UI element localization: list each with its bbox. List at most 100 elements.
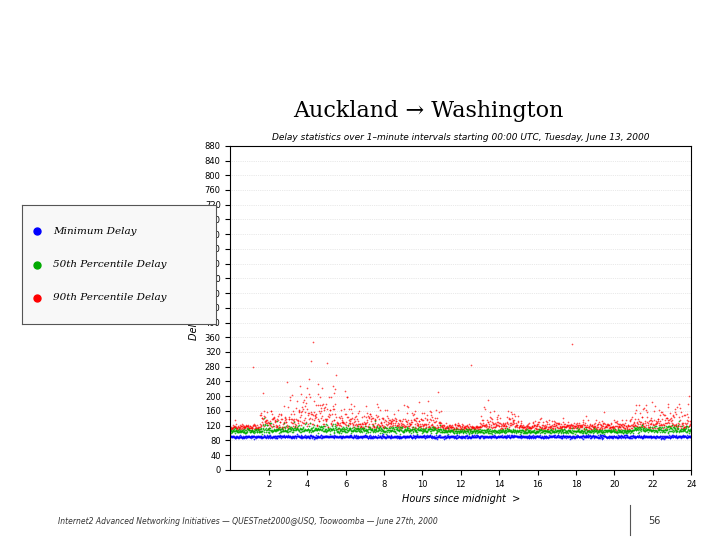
Point [248, 432, 260, 441]
Point [532, 431, 544, 440]
Point [338, 418, 349, 427]
Point [448, 424, 459, 433]
Point [660, 432, 672, 441]
Point [313, 417, 325, 426]
Point [600, 432, 611, 441]
Point [292, 422, 303, 431]
Point [265, 421, 276, 430]
Point [554, 432, 565, 441]
Point [459, 427, 471, 436]
Point [639, 422, 650, 430]
Point [252, 422, 264, 431]
Point [394, 427, 405, 435]
Point [282, 426, 293, 435]
Point [284, 427, 296, 436]
Point [365, 426, 377, 435]
Point [373, 420, 384, 429]
Point [662, 400, 674, 408]
Point [354, 426, 366, 434]
Point [261, 421, 272, 429]
Point [549, 426, 561, 435]
Point [501, 431, 513, 440]
Point [652, 431, 663, 440]
Text: Minimum Delay: Minimum Delay [53, 227, 136, 236]
Point [258, 415, 269, 423]
Point [362, 427, 374, 436]
Point [634, 430, 645, 439]
Point [654, 431, 666, 440]
Point [414, 426, 426, 434]
Point [441, 423, 453, 431]
Point [274, 422, 285, 431]
Point [326, 432, 338, 441]
Point [278, 431, 289, 440]
Point [392, 433, 404, 442]
Point [422, 416, 433, 424]
Point [661, 423, 672, 431]
Point [604, 433, 616, 442]
Point [616, 432, 627, 441]
Point [436, 433, 448, 441]
Point [321, 425, 333, 434]
Point [294, 413, 305, 421]
Point [348, 414, 360, 423]
Point [548, 422, 559, 430]
Point [408, 432, 420, 441]
Point [570, 434, 581, 442]
Point [559, 428, 570, 436]
Point [492, 428, 503, 437]
Point [510, 431, 522, 440]
Point [225, 422, 237, 431]
Point [418, 432, 430, 441]
Point [383, 423, 395, 432]
Point [423, 432, 434, 441]
Point [233, 428, 245, 437]
Point [404, 420, 415, 428]
Point [231, 427, 243, 436]
Point [367, 422, 379, 430]
Point [503, 420, 514, 429]
Point [319, 414, 330, 423]
Point [378, 430, 390, 438]
Point [664, 431, 675, 440]
Point [465, 429, 477, 437]
Point [359, 420, 371, 429]
Point [518, 427, 530, 435]
Point [385, 420, 397, 429]
Point [337, 426, 348, 435]
Point [570, 427, 581, 435]
Point [300, 431, 311, 440]
Point [570, 427, 581, 436]
Point [591, 428, 603, 436]
Point [516, 426, 527, 435]
Point [476, 420, 487, 429]
Point [498, 427, 509, 435]
Point [328, 433, 339, 442]
Point [264, 431, 275, 440]
Point [582, 427, 594, 435]
Point [537, 434, 549, 442]
Point [677, 427, 688, 435]
Point [265, 433, 276, 441]
Point [303, 375, 315, 383]
Point [326, 409, 338, 418]
Point [679, 426, 690, 435]
Point [582, 426, 593, 435]
Point [401, 408, 413, 417]
Point [323, 426, 334, 434]
Point [459, 432, 471, 441]
Point [454, 421, 465, 430]
Point [307, 431, 318, 440]
Point [499, 423, 510, 432]
Point [276, 423, 287, 432]
Point [677, 420, 688, 429]
Point [271, 432, 282, 441]
Point [245, 428, 256, 436]
Point [416, 433, 428, 441]
Point [292, 432, 303, 441]
Point [248, 431, 259, 440]
Point [497, 433, 508, 441]
Point [664, 409, 675, 418]
Point [316, 434, 328, 442]
Point [414, 426, 426, 435]
